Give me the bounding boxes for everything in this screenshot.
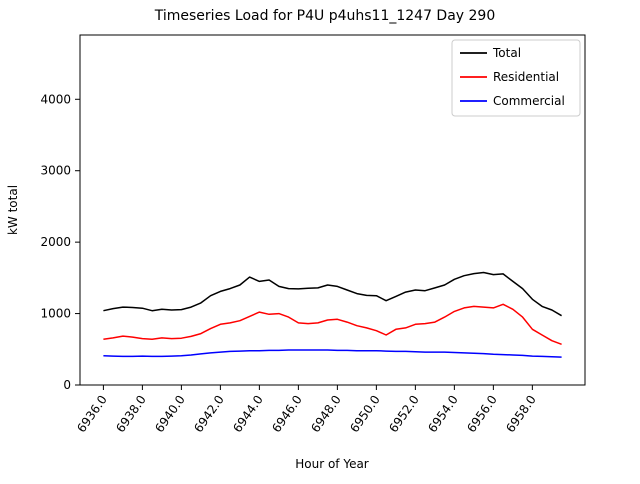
legend: Total Residential Commercial (451, 39, 581, 117)
legend-label-residential: Residential (493, 70, 559, 84)
y-axis-ticks: 0 1000 2000 3000 4000 (40, 92, 80, 392)
x-tick-label: 6946.0 (269, 393, 305, 435)
x-tick-label: 6944.0 (230, 393, 266, 435)
plot-area (79, 34, 586, 386)
legend-label-commercial: Commercial (493, 94, 565, 108)
chart-series (103, 271, 562, 358)
x-axis-ticks: 6936.0 6938.0 6940.0 6942.0 6944.0 6946.0 6948… (74, 385, 539, 435)
y-tick-label: 2000 (40, 235, 71, 249)
y-tick-label: 0 (63, 378, 71, 392)
series-line-total (103, 271, 562, 317)
legend-box (451, 39, 581, 117)
y-tick-label: 3000 (40, 164, 71, 178)
x-tick-label: 6948.0 (308, 393, 344, 435)
legend-label-total: Total (492, 46, 521, 60)
x-tick-label: 6952.0 (386, 393, 422, 435)
y-axis-label: kW total (6, 185, 20, 235)
x-tick-label: 6956.0 (464, 393, 500, 435)
x-tick-label: 6938.0 (113, 393, 149, 435)
x-tick-label: 6940.0 (152, 393, 188, 435)
x-tick-label: 6954.0 (425, 393, 461, 435)
series-line-commercial (103, 349, 562, 358)
y-tick-label: 4000 (40, 92, 71, 106)
y-tick-label: 1000 (40, 307, 71, 321)
x-tick-label: 6950.0 (347, 393, 383, 435)
chart-title: Timeseries Load for P4U p4uhs11_1247 Day… (154, 8, 496, 24)
x-axis-label: Hour of Year (295, 457, 369, 471)
x-tick-label: 6958.0 (503, 393, 539, 435)
x-tick-label: 6942.0 (191, 393, 227, 435)
x-tick-label: 6936.0 (74, 393, 110, 435)
series-line-residential (103, 303, 562, 346)
